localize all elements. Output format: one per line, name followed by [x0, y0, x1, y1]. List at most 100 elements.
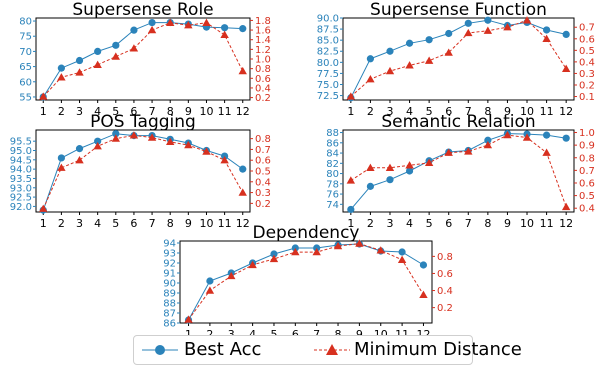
point-min-dist — [129, 131, 139, 139]
point-min-dist — [57, 163, 66, 171]
point-best-acc — [94, 47, 102, 56]
y-right-tick-label: 0.4 — [255, 83, 271, 94]
y-left-tick-label: 88 — [163, 299, 176, 310]
point-best-acc — [75, 145, 84, 153]
point-min-dist — [227, 271, 236, 280]
y-left-tick-label: 94.5 — [10, 155, 32, 166]
series-line-min-dist — [350, 134, 567, 208]
y-left-tick-label: 80 — [326, 169, 339, 180]
point-min-dist — [366, 163, 375, 171]
y-right-tick-label: 1.0 — [255, 55, 271, 66]
y-left-tick-label: 95.0 — [10, 146, 32, 157]
point-min-dist — [166, 137, 175, 146]
x-tick-label: 9 — [185, 105, 192, 118]
y-left-tick-label: 94 — [163, 239, 176, 250]
point-min-dist — [483, 140, 493, 149]
y-left-tick-label: 74 — [326, 200, 339, 211]
y-right-tick-label: 1.4 — [255, 35, 271, 46]
point-min-dist — [220, 156, 229, 164]
y-left-tick-label: 90.0 — [317, 14, 339, 25]
y-right-tick-label: 0.5 — [579, 191, 595, 202]
point-min-dist — [184, 21, 193, 29]
chart-title: Supersense Role — [72, 0, 213, 20]
point-best-acc — [239, 165, 247, 173]
point-best-acc — [94, 137, 102, 145]
x-tick-label: 8 — [484, 217, 491, 230]
point-min-dist — [561, 64, 571, 72]
y-left-tick-label: 86 — [163, 319, 176, 330]
point-min-dist — [355, 239, 364, 247]
x-tick-label: 6 — [445, 105, 452, 118]
y-right-tick-label: 0.2 — [255, 199, 271, 210]
point-best-acc — [221, 24, 229, 32]
x-tick-label: 9 — [504, 217, 511, 230]
point-best-acc — [347, 205, 355, 214]
point-min-dist — [111, 134, 120, 142]
point-min-dist — [385, 163, 395, 171]
y-left-tick-label: 60 — [19, 77, 32, 88]
y-right-tick-label: 0.6 — [579, 178, 595, 189]
x-tick-label: 5 — [426, 217, 433, 230]
point-min-dist — [205, 286, 215, 294]
y-left-tick-label: 82 — [326, 159, 339, 170]
x-tick-label: 5 — [270, 328, 277, 341]
y-left-tick-label: 65 — [19, 62, 32, 73]
y-right-tick-label: 1.2 — [255, 45, 271, 56]
x-tick-label: 4 — [406, 217, 413, 230]
x-tick-label: 1 — [40, 105, 47, 118]
point-min-dist — [333, 241, 343, 250]
point-min-dist — [202, 147, 211, 155]
y-right-tick-label: 0.4 — [579, 57, 595, 68]
point-best-acc — [270, 250, 278, 258]
point-min-dist — [522, 133, 532, 141]
x-tick-label: 5 — [112, 217, 119, 230]
series-line-min-dist — [350, 19, 567, 97]
y-left-tick-label: 92.5 — [10, 193, 32, 204]
y-right-tick-label: 0.6 — [437, 269, 453, 280]
x-tick-label: 7 — [465, 217, 472, 230]
point-min-dist — [419, 290, 428, 298]
y-right-tick-label: 0.3 — [579, 69, 595, 80]
y-right-tick-label: 0.6 — [255, 156, 271, 167]
plot-frame — [342, 17, 575, 101]
legend-best-acc-swatch — [142, 345, 178, 355]
point-min-dist — [464, 28, 473, 37]
point-min-dist — [75, 156, 84, 164]
point-min-dist — [184, 140, 193, 149]
point-best-acc — [57, 154, 65, 162]
point-best-acc — [386, 47, 394, 55]
x-tick-label: 6 — [130, 105, 137, 118]
point-min-dist — [202, 18, 211, 26]
point-min-dist — [444, 48, 453, 56]
legend: Best Acc Minimum Distance — [133, 335, 522, 365]
y-right-tick-label: 0.8 — [437, 252, 453, 263]
point-best-acc — [366, 182, 375, 190]
y-left-tick-label: 89 — [163, 289, 176, 300]
point-min-dist — [129, 44, 139, 52]
point-best-acc — [366, 55, 375, 63]
legend-min-dist-swatch — [314, 344, 350, 355]
x-tick-label: 10 — [520, 105, 534, 118]
point-min-dist — [483, 26, 493, 34]
point-min-dist — [385, 66, 395, 75]
point-best-acc — [206, 277, 214, 285]
y-left-tick-label: 75 — [19, 32, 32, 43]
x-tick-label: 1 — [40, 217, 47, 230]
y-right-tick-label: 0.2 — [579, 80, 595, 91]
point-min-dist — [405, 161, 414, 169]
y-right-tick-label: 0.4 — [437, 286, 453, 297]
x-tick-label: 3 — [386, 217, 393, 230]
x-tick-label: 12 — [559, 217, 573, 230]
legend-min-dist-label: Minimum Distance — [354, 339, 522, 360]
point-best-acc — [405, 167, 414, 175]
y-left-tick-label: 94.0 — [10, 165, 32, 176]
point-best-acc — [75, 56, 84, 65]
point-best-acc — [542, 26, 551, 34]
point-min-dist — [522, 16, 532, 24]
point-min-dist — [397, 255, 407, 263]
x-tick-label: 2 — [367, 217, 374, 230]
point-min-dist — [561, 202, 571, 211]
chart-title: POS Tagging — [90, 112, 196, 132]
point-min-dist — [93, 141, 102, 150]
point-min-dist — [464, 147, 473, 155]
